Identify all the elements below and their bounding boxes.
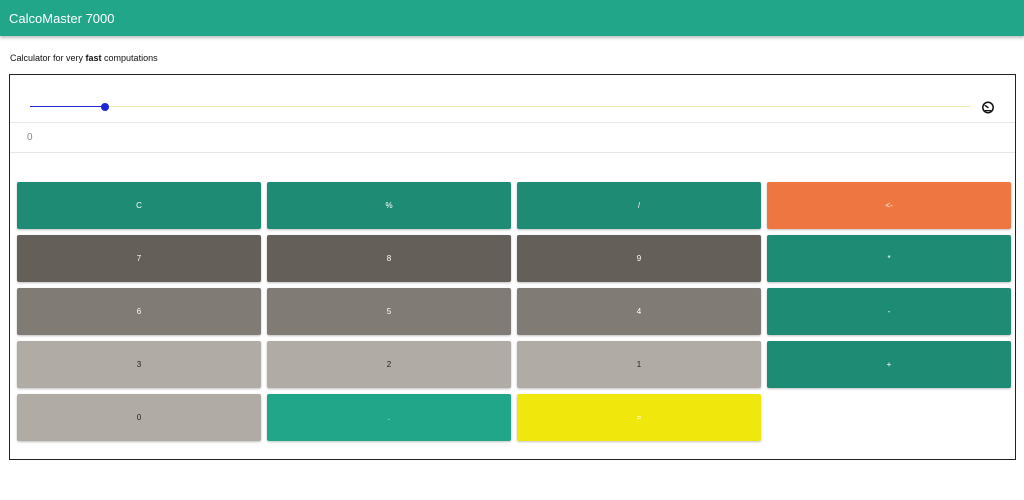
app-title: CalcoMaster 7000 bbox=[9, 10, 115, 26]
digit-7-button[interactable]: 7 bbox=[17, 235, 261, 282]
subtitle-emphasis: fast bbox=[85, 53, 102, 63]
keypad: C % / <- 7 8 9 * 6 5 4 - 3 2 1 + 0 . = bbox=[17, 182, 1011, 441]
result-display: 0 bbox=[10, 123, 1015, 153]
speedometer-icon bbox=[982, 101, 994, 114]
clear-button[interactable]: C bbox=[17, 182, 261, 229]
digit-4-button[interactable]: 4 bbox=[517, 288, 761, 335]
backspace-button[interactable]: <- bbox=[767, 182, 1011, 229]
add-button[interactable]: + bbox=[767, 341, 1011, 388]
result-value: 0 bbox=[27, 132, 33, 143]
divide-button[interactable]: / bbox=[517, 182, 761, 229]
digit-1-button[interactable]: 1 bbox=[517, 341, 761, 388]
equals-button[interactable]: = bbox=[517, 394, 761, 441]
multiply-button[interactable]: * bbox=[767, 235, 1011, 282]
digit-3-button[interactable]: 3 bbox=[17, 341, 261, 388]
decimal-button[interactable]: . bbox=[267, 394, 511, 441]
digit-8-button[interactable]: 8 bbox=[267, 235, 511, 282]
speed-control bbox=[10, 75, 1015, 123]
subtract-button[interactable]: - bbox=[767, 288, 1011, 335]
speed-slider-fill bbox=[30, 105, 106, 107]
speed-slider-thumb[interactable] bbox=[101, 102, 110, 111]
app-subtitle: Calculator for very fast computations bbox=[10, 53, 158, 63]
percent-button[interactable]: % bbox=[267, 182, 511, 229]
digit-0-button[interactable]: 0 bbox=[17, 394, 261, 441]
digit-5-button[interactable]: 5 bbox=[267, 288, 511, 335]
digit-6-button[interactable]: 6 bbox=[17, 288, 261, 335]
digit-9-button[interactable]: 9 bbox=[517, 235, 761, 282]
subtitle-suffix: computations bbox=[101, 53, 158, 63]
app-header: CalcoMaster 7000 bbox=[0, 0, 1024, 36]
speed-slider[interactable] bbox=[30, 102, 970, 111]
subtitle-prefix: Calculator for very bbox=[10, 53, 86, 63]
digit-2-button[interactable]: 2 bbox=[267, 341, 511, 388]
calculator-panel: 0 C % / <- 7 8 9 * 6 5 4 - 3 2 1 + 0 . = bbox=[9, 74, 1016, 460]
